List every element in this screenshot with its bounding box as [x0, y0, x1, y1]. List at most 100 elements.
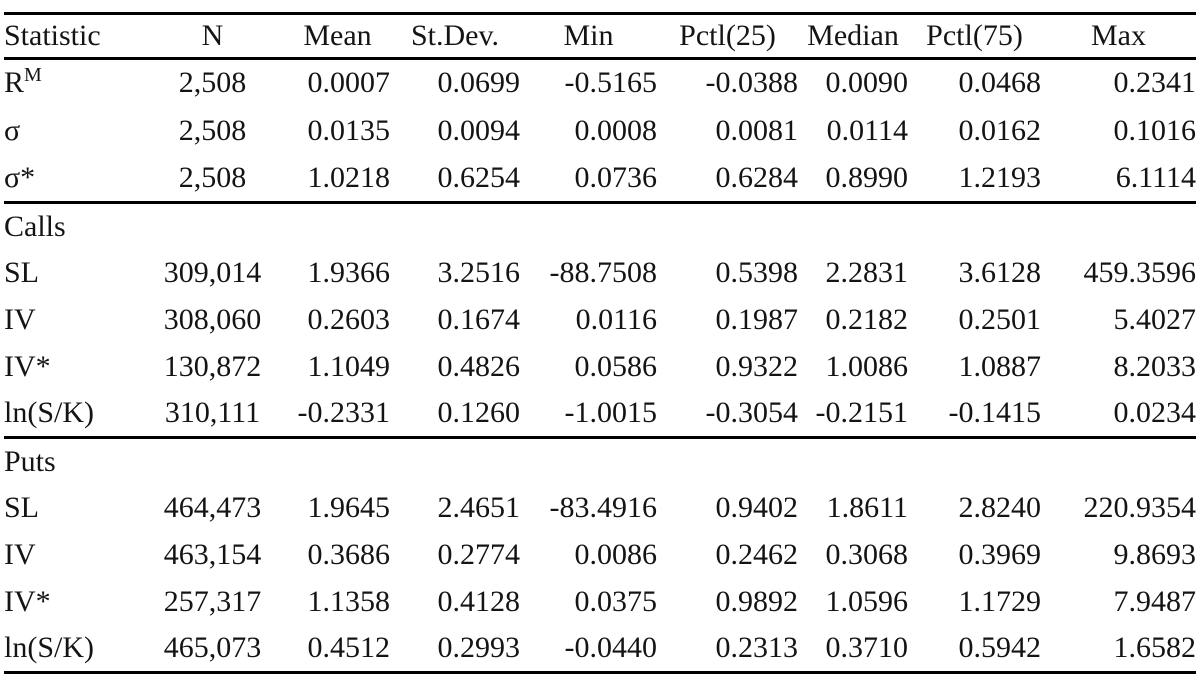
row-label: IV*: [4, 585, 51, 618]
cell-min: -0.5165: [564, 66, 658, 100]
row-label: IV: [4, 538, 36, 571]
cell-min: -88.7508: [549, 256, 658, 289]
cell-min: -0.0440: [564, 631, 658, 665]
cell-stdev: 3.2516: [437, 256, 521, 289]
cell-pctl75: 0.5942: [958, 631, 1042, 665]
table-row-puts-lnsk: ln(S/K) 465,073 0.4512 0.2993 -0.0440 0.…: [4, 626, 1196, 673]
cell-stdev: 0.0094: [437, 113, 521, 147]
row-label: IV*: [4, 350, 51, 383]
cell-pctl75: 3.6128: [958, 256, 1042, 289]
cell-n: 309,014: [163, 256, 262, 289]
cell-min: 0.0736: [574, 160, 658, 194]
table-row-sigma-star: σ* 2,508 1.0218 0.6254 0.0736 0.6284 0.8…: [4, 155, 1196, 203]
section-header-row-puts: Puts: [4, 438, 1196, 485]
cell-stdev: 0.1674: [437, 303, 521, 336]
row-label: σ: [4, 113, 21, 147]
cell-pctl25: 0.9892: [715, 585, 799, 618]
cell-pctl25: -0.0388: [705, 66, 799, 100]
column-header-statistic: Statistic: [4, 19, 101, 52]
row-label: ln(S/K): [4, 396, 94, 430]
cell-min: 0.0086: [574, 538, 658, 571]
cell-max: 1.6582: [1113, 631, 1197, 665]
cell-n: 2,508: [178, 160, 247, 194]
cell-pctl25: 0.9402: [715, 491, 799, 524]
table-row-puts-iv-star: IV* 257,317 1.1358 0.4128 0.0375 0.9892 …: [4, 579, 1196, 626]
cell-stdev: 0.0699: [437, 66, 521, 100]
cell-mean: 1.9645: [307, 491, 391, 524]
column-header-max: Max: [1091, 19, 1146, 52]
cell-mean: 0.0135: [307, 113, 391, 147]
row-label: IV: [4, 303, 36, 336]
cell-pctl25: 0.5398: [715, 256, 799, 289]
row-label: SL: [4, 491, 40, 524]
cell-median: 1.0086: [825, 350, 909, 383]
cell-max: 0.0234: [1113, 396, 1197, 430]
cell-min: 0.0586: [574, 350, 658, 383]
cell-pctl75: 2.8240: [958, 491, 1042, 524]
column-header-stdev: St.Dev.: [410, 19, 500, 52]
cell-n: 463,154: [163, 538, 262, 571]
section-market: RM 2,508 0.0007 0.0699 -0.5165 -0.0388 0…: [4, 59, 1196, 203]
section-label: Calls: [4, 209, 66, 243]
cell-max: 7.9487: [1113, 585, 1197, 618]
cell-mean: -0.2331: [297, 396, 391, 430]
cell-pctl75: 0.2501: [958, 303, 1042, 336]
cell-stdev: 0.2774: [437, 538, 521, 571]
cell-n: 464,473: [163, 491, 262, 524]
summary-statistics-table: Statistic N Mean St.Dev. Min Pctl(25) Me…: [4, 12, 1196, 674]
cell-n: 257,317: [163, 585, 262, 618]
cell-n: 2,508: [178, 113, 247, 147]
cell-max: 459.3596: [1083, 256, 1197, 289]
cell-mean: 1.1358: [307, 585, 391, 618]
cell-n: 308,060: [163, 303, 262, 336]
cell-pctl75: 0.3969: [958, 538, 1042, 571]
cell-max: 0.2341: [1113, 66, 1197, 100]
table-row-puts-sl: SL 464,473 1.9645 2.4651 -83.4916 0.9402…: [4, 485, 1196, 532]
cell-min: -1.0015: [564, 396, 658, 430]
column-header-min: Min: [563, 19, 614, 52]
cell-mean: 1.9366: [307, 256, 391, 289]
row-label: ln(S/K): [4, 631, 94, 665]
cell-median: 0.0090: [825, 66, 909, 100]
cell-median: 0.2182: [825, 303, 909, 336]
cell-median: 1.8611: [826, 491, 908, 524]
column-header-n: N: [201, 19, 224, 52]
table-row-sigma: σ 2,508 0.0135 0.0094 0.0008 0.0081 0.01…: [4, 107, 1196, 155]
cell-pctl75: 1.1729: [958, 585, 1042, 618]
section-puts: Puts SL 464,473 1.9645 2.4651 -83.4916 0…: [4, 437, 1197, 673]
table-row-calls-iv-star: IV* 130,872 1.1049 0.4826 0.0586 0.9322 …: [4, 344, 1196, 391]
cell-mean: 1.0218: [307, 160, 391, 194]
cell-mean: 0.3686: [307, 538, 391, 571]
cell-mean: 0.4512: [307, 631, 391, 665]
cell-min: 0.0116: [575, 303, 657, 336]
row-label: SL: [4, 256, 40, 289]
cell-max: 0.1016: [1113, 113, 1197, 147]
cell-stdev: 0.4128: [437, 585, 521, 618]
cell-pctl25: 0.0081: [715, 113, 799, 147]
section-label: Puts: [4, 444, 56, 478]
cell-min: -83.4916: [549, 491, 658, 524]
cell-median: 0.3068: [825, 538, 909, 571]
cell-pctl75: 1.2193: [958, 160, 1042, 194]
cell-pctl25: 0.1987: [715, 303, 799, 336]
cell-median: 2.2831: [825, 256, 909, 289]
cell-median: 0.8990: [825, 160, 909, 194]
cell-pctl25: 0.6284: [715, 160, 799, 194]
section-calls: Calls SL 309,014 1.9366 3.2516 -88.7508 …: [4, 202, 1197, 438]
table-row-calls-lnsk: ln(S/K) 310,111 -0.2331 0.1260 -1.0015 -…: [4, 391, 1196, 438]
cell-n: 2,508: [178, 66, 247, 100]
table-header: Statistic N Mean St.Dev. Min Pctl(25) Me…: [4, 14, 1196, 59]
cell-max: 9.8693: [1113, 538, 1197, 571]
cell-mean: 0.2603: [307, 303, 391, 336]
cell-pctl75: 0.0468: [958, 66, 1042, 100]
cell-pctl25: 0.2313: [715, 631, 799, 665]
cell-max: 6.1114: [1115, 160, 1196, 194]
cell-stdev: 0.4826: [437, 350, 521, 383]
cell-median: 0.0114: [826, 113, 908, 147]
cell-min: 0.0008: [574, 113, 658, 147]
cell-median: 0.3710: [825, 631, 909, 665]
column-header-pctl25: Pctl(25): [679, 19, 776, 52]
header-row: Statistic N Mean St.Dev. Min Pctl(25) Me…: [4, 14, 1196, 59]
cell-median: 1.0596: [825, 585, 909, 618]
